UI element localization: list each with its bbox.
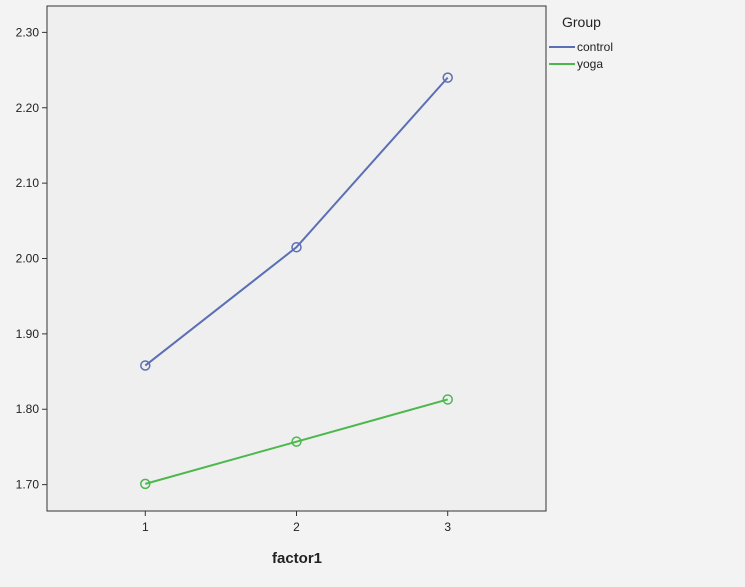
y-tick-label: 2.00	[16, 252, 40, 266]
data-point-control	[140, 360, 151, 371]
data-point-yoga	[140, 478, 151, 490]
series-line-control	[144, 76, 449, 367]
data-point-control	[291, 241, 302, 253]
series-layer	[140, 72, 453, 490]
series-line-yoga	[145, 398, 448, 485]
x-tick-label: 3	[444, 520, 451, 534]
legend-title: Group	[562, 14, 601, 30]
x-tick-label: 2	[293, 520, 300, 534]
y-tick-label: 2.20	[16, 101, 40, 115]
y-tick-label: 1.70	[16, 478, 40, 492]
plot-area	[46, 5, 547, 512]
legend-label-yoga: yoga	[577, 57, 603, 71]
data-point-control	[442, 72, 453, 83]
y-tick-label: 1.90	[16, 327, 40, 341]
x-axis: 1 2 3	[142, 511, 451, 534]
series-yoga	[140, 394, 453, 490]
legend: Group control yoga	[549, 14, 613, 71]
x-tick-label: 1	[142, 520, 149, 534]
y-tick-label: 2.30	[16, 25, 40, 39]
legend-label-control: control	[577, 40, 613, 54]
y-tick-label: 2.10	[16, 176, 40, 190]
data-point-yoga	[442, 394, 453, 405]
y-axis: 1.70 1.80 1.90 2.00 2.10 2.20 2.30	[16, 25, 47, 492]
y-tick-label: 1.80	[16, 402, 40, 416]
series-control	[140, 72, 453, 371]
data-point-yoga	[291, 436, 302, 447]
x-axis-title: factor1	[272, 550, 322, 567]
